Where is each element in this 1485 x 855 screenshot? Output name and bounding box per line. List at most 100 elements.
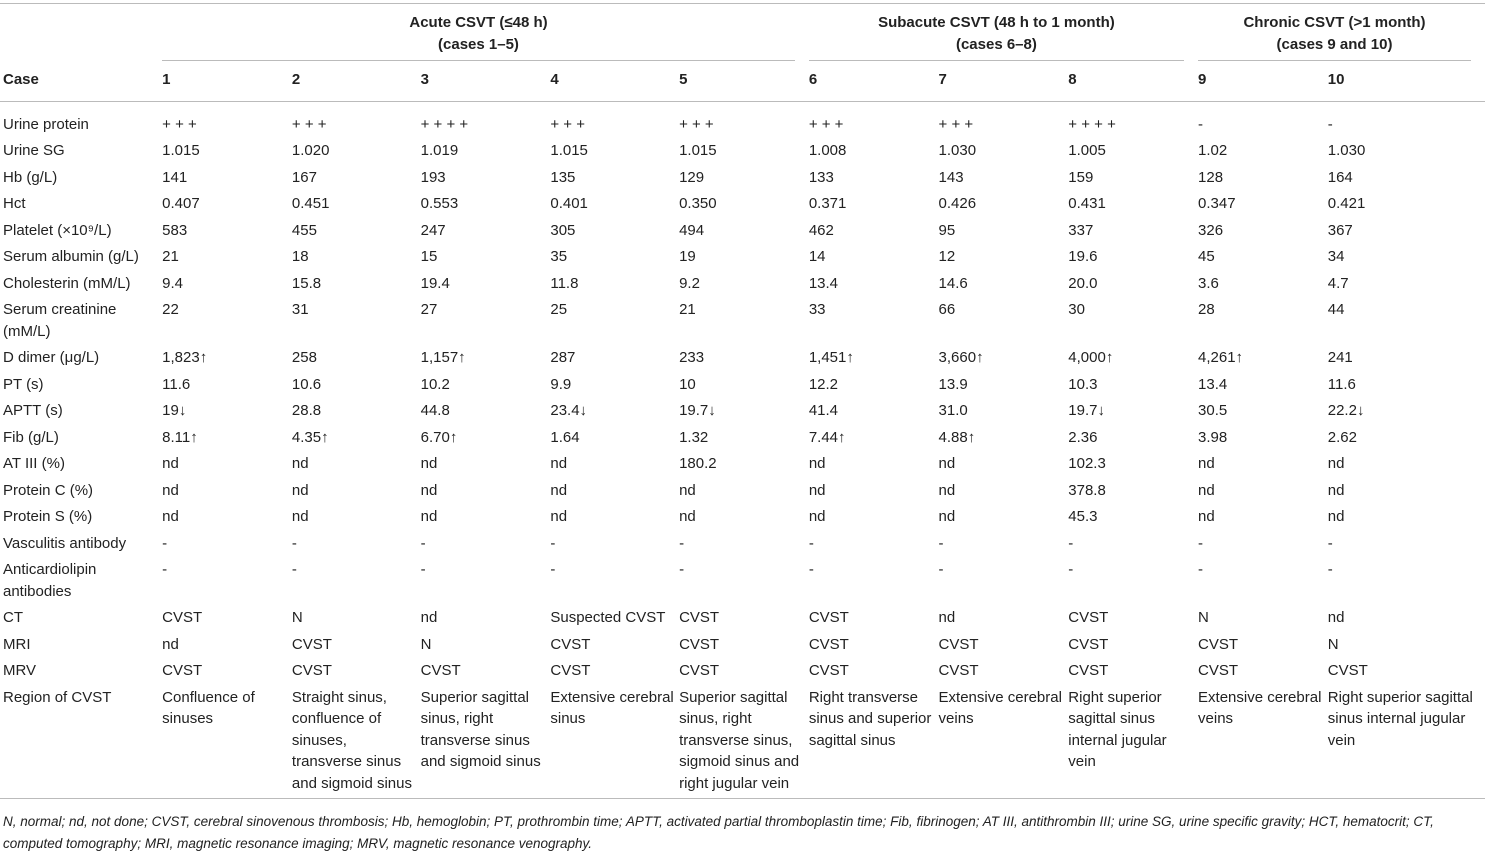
row-label: Protein S (%) — [3, 508, 93, 525]
cell: CVST — [808, 662, 849, 679]
cell: - — [938, 561, 944, 578]
cell: 0.553 — [420, 195, 459, 212]
cell: 287 — [550, 349, 576, 366]
cell: CVST — [679, 635, 720, 653]
cell: 31.0 — [938, 402, 968, 419]
cell: + + + — [808, 115, 844, 133]
cell: CVST — [808, 635, 849, 653]
cell: - — [1198, 534, 1204, 552]
cell: Right transverse sinus and superior sagi… — [808, 684, 939, 799]
table-row: PT (s) 11.6 10.6 10.2 9.9 10 12.2 13.9 10.3 13.4 1… — [0, 371, 1485, 398]
empty-cell — [0, 3, 163, 61]
cell: nd — [420, 609, 438, 626]
cell: nd — [291, 481, 309, 499]
cell: N — [291, 609, 303, 626]
table-row: Serum creatinine (mM/L) 22 31 27 25 21 33 66 30 2… — [0, 297, 1485, 345]
cell: + + + — [938, 115, 974, 133]
cell: - — [679, 534, 685, 552]
group-cases: (cases 1–5) — [438, 35, 519, 53]
cell: 2.62 — [1327, 428, 1357, 446]
cell: 9.9 — [550, 375, 572, 393]
cell: 95 — [938, 221, 956, 239]
cell: Right superior sagittal sinus internal j… — [1327, 684, 1485, 799]
cell: 19↓ — [162, 402, 187, 419]
row-label: Cholesterin (mM/L) — [3, 274, 131, 292]
row-label: Serum albumin (g/L) — [3, 248, 139, 265]
cell: 102.3 — [1068, 455, 1106, 472]
cell: 1.020 — [291, 142, 330, 159]
row-label: Vasculitis antibody — [3, 534, 127, 552]
row-label: Anticardiolipin antibodies — [3, 561, 97, 600]
cell: 258 — [291, 349, 317, 366]
cell: CVST — [938, 635, 979, 653]
cell: 4.7 — [1327, 274, 1349, 292]
column-header: Case — [0, 61, 163, 102]
cell: 8.11↑ — [162, 428, 198, 446]
cell: CVST — [550, 635, 591, 653]
cell: nd — [291, 508, 309, 525]
cell: N — [420, 635, 432, 653]
cell: - — [162, 561, 168, 578]
cell: 66 — [938, 301, 956, 318]
cell: CVST — [1068, 609, 1109, 626]
cell: 0.347 — [1198, 195, 1236, 212]
cell: 462 — [808, 221, 834, 239]
table-row: Vasculitis antibody - - - - - - - - - - — [0, 530, 1485, 557]
group-title: Subacute CSVT (48 h to 1 month) — [878, 14, 1115, 31]
cell: CVST — [291, 662, 332, 679]
cell: CVST — [1327, 662, 1368, 679]
cell: 164 — [1327, 168, 1353, 186]
group-header: Chronic CSVT (>1 month) (cases 9 and 10) — [1198, 3, 1485, 61]
cell: N — [1198, 609, 1209, 626]
cell: 141 — [162, 168, 188, 186]
cell: - — [1068, 561, 1074, 578]
cell: 15 — [420, 248, 438, 265]
cell: - — [1327, 115, 1333, 133]
cell: - — [1198, 561, 1204, 578]
cell: - — [420, 534, 426, 552]
cell: - — [938, 534, 944, 552]
cell: - — [162, 534, 168, 552]
cell: 143 — [938, 168, 964, 186]
cell: 193 — [420, 168, 446, 186]
cell: 23.4↓ — [550, 402, 588, 419]
cell: 13.4 — [808, 274, 839, 292]
cell: - — [679, 561, 685, 578]
row-label: CT — [3, 609, 23, 626]
cell: 583 — [162, 221, 188, 239]
cell: nd — [291, 455, 309, 472]
row-label: Platelet (×10⁹/L) — [3, 221, 112, 239]
cell: nd — [420, 481, 438, 499]
column-header: 6 — [808, 61, 939, 102]
cell: - — [420, 561, 426, 578]
cell: 1,157↑ — [420, 349, 466, 366]
cell: 34 — [1327, 248, 1345, 265]
group-box: Chronic CSVT (>1 month) (cases 9 and 10) — [1198, 12, 1471, 61]
table-row: Protein S (%) nd nd nd nd nd nd nd 45.3 nd nd — [0, 504, 1485, 531]
cell: 0.421 — [1327, 195, 1366, 212]
cell: 0.431 — [1068, 195, 1106, 212]
cell: nd — [550, 481, 568, 499]
cell: 7.44↑ — [808, 428, 846, 446]
cell: 133 — [808, 168, 834, 186]
group-cases: (cases 6–8) — [955, 35, 1037, 53]
cell: - — [291, 561, 297, 578]
cell: 1.030 — [1327, 142, 1366, 159]
cell: nd — [808, 508, 826, 525]
table-row: Hb (g/L) 141 167 193 135 129 133 143 159 128 164 — [0, 164, 1485, 191]
cell: nd — [938, 609, 956, 626]
cell: nd — [938, 481, 956, 499]
cell: 4,261↑ — [1198, 349, 1244, 366]
cell: nd — [808, 455, 826, 472]
cell: 21 — [679, 301, 696, 318]
cell: 21 — [162, 248, 179, 265]
cell: - — [1327, 561, 1333, 578]
cell: 45.3 — [1068, 508, 1098, 525]
group-row: Acute CSVT (≤48 h) (cases 1–5) Subacute CS… — [0, 3, 1485, 61]
table-row: AT III (%) nd nd nd nd 180.2 nd nd 102.3 nd nd — [0, 451, 1485, 478]
cell: 129 — [679, 168, 705, 186]
cell: 11.6 — [162, 375, 191, 393]
cell: 0.451 — [291, 195, 330, 212]
cell: Extensive cerebral sinus — [550, 684, 680, 799]
cell: nd — [938, 455, 956, 472]
